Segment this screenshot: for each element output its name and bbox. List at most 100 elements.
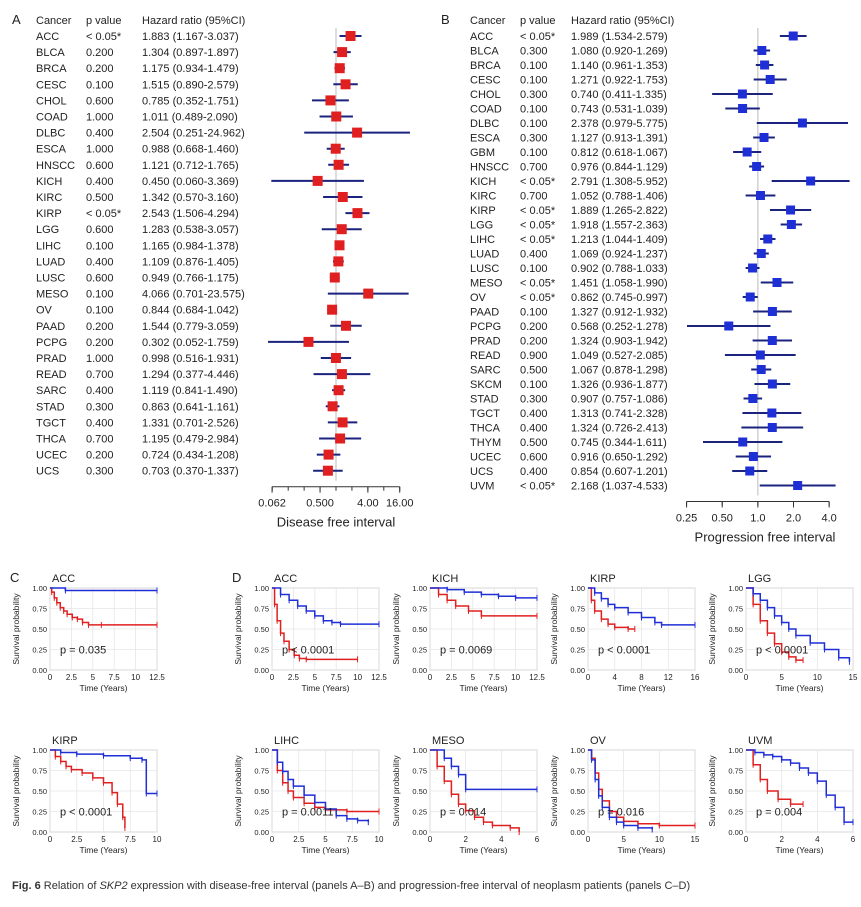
row-cancer: BRCA	[470, 60, 501, 72]
row-p-value: < 0.05*	[520, 176, 556, 188]
row-hazard-ratio: 1.175 (0.934-1.479)	[142, 63, 239, 75]
km-y-tick-label: 1.00	[570, 746, 585, 755]
row-cancer: STAD	[36, 401, 65, 413]
hr-point	[327, 304, 338, 315]
row-hazard-ratio: 1.889 (1.265-2.822)	[571, 205, 668, 217]
km-curve-high	[746, 587, 804, 661]
row-hazard-ratio: 0.998 (0.516-1.931)	[142, 353, 239, 365]
km-x-tick-label: 7.5	[331, 673, 343, 682]
row-cancer: UCS	[36, 466, 59, 478]
km-y-tick-label: 0.50	[728, 787, 743, 796]
km-y-tick-label: 0.75	[728, 767, 743, 776]
row-hazard-ratio: 1.327 (0.912-1.932)	[571, 307, 668, 319]
km-y-axis-label: Survival probability	[549, 755, 559, 827]
row-p-value: 0.600	[520, 452, 548, 464]
km-x-tick-label: 2	[779, 835, 784, 844]
km-x-tick-label: 10	[375, 835, 384, 844]
caption-label: Fig. 6	[12, 880, 41, 892]
km-y-tick-label: 0.75	[728, 605, 743, 614]
forest-plot-B: B Cancer p value Hazard ratio (95%CI) ACC < 0…	[441, 12, 850, 545]
row-hazard-ratio: 1.283 (0.538-3.057)	[142, 224, 239, 236]
hr-point	[786, 220, 796, 229]
hr-point	[312, 175, 323, 186]
km-p-value: p = 0.014	[440, 807, 486, 819]
km-y-tick-label: 1.00	[570, 584, 585, 593]
row-p-value: 0.400	[520, 423, 548, 435]
row-hazard-ratio: 2.791 (1.308-5.952)	[571, 176, 668, 188]
row-p-value: 0.100	[520, 307, 548, 319]
km-x-tick-label: 0	[744, 673, 749, 682]
km-y-tick-label: 0.25	[412, 646, 427, 655]
km-y-tick-label: 0.50	[32, 787, 47, 796]
row-cancer: HNSCC	[36, 160, 75, 172]
row-cancer: LUSC	[36, 273, 65, 285]
km-x-tick-label: 4	[499, 835, 504, 844]
km-x-axis-label: Time (Years)	[775, 845, 823, 855]
km-x-tick-label: 0	[744, 835, 749, 844]
x-tick-label: 0.062	[258, 498, 286, 510]
row-hazard-ratio: 0.844 (0.684-1.042)	[142, 305, 239, 317]
row-p-value: 0.200	[520, 321, 548, 333]
row-hazard-ratio: 1.052 (0.788-1.406)	[571, 191, 668, 203]
km-y-tick-label: 0.50	[570, 787, 585, 796]
km-p-value: p = 0.004	[756, 807, 802, 819]
row-p-value: < 0.05*	[520, 481, 556, 493]
km-p-value: p = 0.0069	[440, 645, 492, 657]
km-x-tick-label: 0	[428, 835, 433, 844]
hr-point	[772, 278, 782, 287]
km-x-tick-label: 12	[664, 673, 673, 682]
km-title: KIRP	[590, 573, 616, 585]
row-hazard-ratio: 0.907 (0.757-1.086)	[571, 394, 668, 406]
row-cancer: PCPG	[36, 337, 67, 349]
km-plot-D-6: MESO 0 2 4 6 0.00 0.25 0.50 0.75 1.00 Time (Years)…	[391, 735, 540, 855]
km-x-tick-label: 10	[813, 673, 822, 682]
row-p-value: 1.000	[86, 144, 114, 156]
row-p-value: 0.300	[520, 394, 548, 406]
km-x-tick-label: 5	[621, 835, 626, 844]
hr-point	[767, 379, 777, 389]
row-cancer: STAD	[470, 394, 499, 406]
row-p-value: 0.700	[86, 434, 114, 446]
row-hazard-ratio: 0.703 (0.370-1.337)	[142, 466, 239, 478]
row-hazard-ratio: 0.745 (0.344-1.611)	[571, 437, 667, 449]
row-hazard-ratio: 1.324 (0.726-2.413)	[571, 423, 668, 435]
km-x-tick-label: 10	[153, 835, 162, 844]
forest-plot-A: A Cancer p value Hazard ratio (95%CI) ACC < 0…	[12, 12, 414, 530]
row-cancer: ESCA	[470, 133, 501, 145]
km-y-tick-label: 0.75	[412, 605, 427, 614]
km-y-tick-label: 0.00	[254, 828, 269, 837]
km-title: LIHC	[274, 735, 299, 747]
hr-point	[763, 234, 773, 244]
km-y-tick-label: 0.75	[254, 767, 269, 776]
row-p-value: < 0.05*	[520, 220, 556, 232]
hr-point	[337, 47, 348, 58]
row-hazard-ratio: 2.378 (0.979-5.775)	[571, 118, 668, 130]
hr-point	[742, 147, 752, 157]
km-y-tick-label: 0.25	[728, 808, 743, 817]
row-p-value: < 0.05*	[520, 205, 556, 217]
row-p-value: 0.100	[86, 240, 114, 252]
panel-label-C: C	[10, 570, 19, 585]
row-p-value: 0.400	[86, 128, 114, 140]
row-cancer: READ	[470, 350, 501, 362]
km-x-tick-label: 7.5	[347, 835, 359, 844]
row-hazard-ratio: 1.080 (0.920-1.269)	[571, 46, 668, 58]
header-p-value: p value	[520, 15, 555, 27]
row-hazard-ratio: 0.724 (0.434-1.208)	[142, 450, 239, 462]
km-y-tick-label: 1.00	[254, 746, 269, 755]
hr-point	[329, 272, 340, 283]
row-cancer: LUAD	[36, 256, 65, 268]
km-x-tick-label: 12.5	[529, 673, 545, 682]
km-y-tick-label: 0.50	[412, 625, 427, 634]
km-y-tick-label: 0.25	[32, 646, 47, 655]
row-cancer: CESC	[470, 75, 501, 87]
row-p-value: < 0.05*	[86, 208, 122, 220]
km-x-axis-label: Time (Years)	[617, 845, 665, 855]
km-y-tick-label: 0.75	[32, 605, 47, 614]
km-y-axis-label: Survival probability	[233, 755, 243, 827]
hr-point	[767, 408, 777, 418]
row-cancer: KIRP	[36, 208, 62, 220]
hr-point	[767, 423, 777, 432]
row-hazard-ratio: 1.313 (0.741-2.328)	[571, 408, 668, 420]
x-tick-label: 4.0	[822, 513, 837, 525]
